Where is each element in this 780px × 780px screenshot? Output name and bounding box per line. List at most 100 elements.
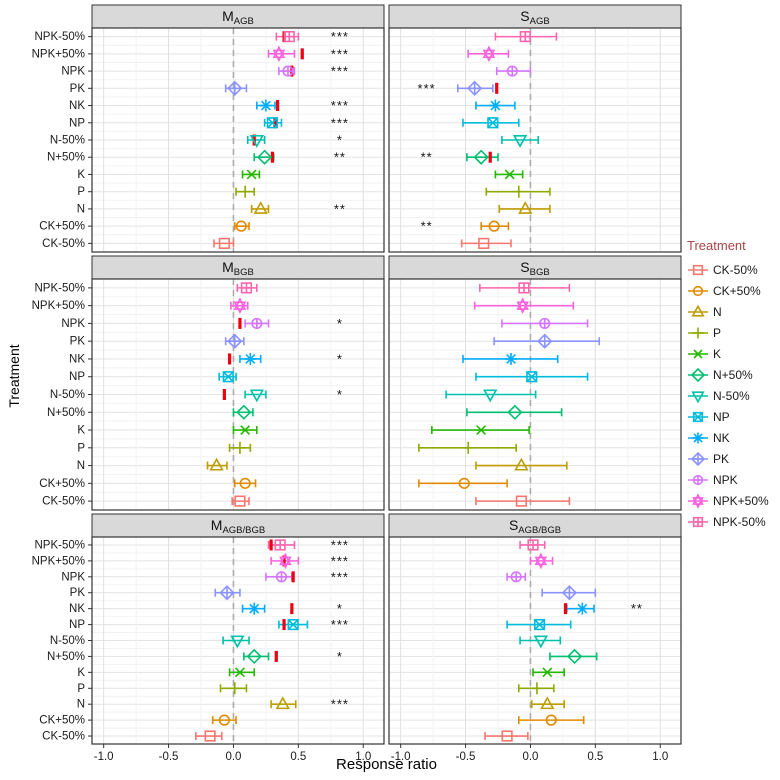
y-tick-label: NPK-50% (35, 539, 86, 551)
y-tick-label: NPK+50% (32, 555, 85, 567)
significance-stars: *** (331, 98, 349, 113)
reference-tick (300, 48, 304, 60)
legend-label: NPK-50% (713, 514, 766, 529)
legend-items: CK-50% CK+50% N P K N+50% N-50% NP NK PK NPK NPK+50… (687, 259, 779, 532)
y-tick-label: PK (70, 336, 86, 348)
data-row-PK (224, 333, 245, 349)
data-row-NPK+50% (473, 297, 575, 314)
x-tick-label: 0.0 (225, 751, 241, 763)
panel-strip-title: SBGB (520, 259, 549, 278)
significance-stars: *** (331, 537, 349, 552)
significance-stars: *** (331, 46, 349, 61)
data-row-N (206, 457, 228, 471)
x-tick-label: 0.0 (522, 751, 538, 763)
legend-key-NPK+50% (688, 492, 708, 509)
data-row-N-50% (501, 135, 540, 148)
y-tick-label: NP (69, 117, 85, 129)
panel-S_BGB: SBGB (388, 255, 682, 511)
legend-label: N+50% (713, 367, 753, 382)
legend-item-CK-50%: CK-50% (687, 259, 779, 280)
y-tick-label: K (77, 667, 85, 679)
y-tick-label: NPK-50% (35, 282, 86, 294)
y-tick-label: P (77, 442, 85, 454)
data-row-NPK-50% (479, 282, 571, 294)
data-row-NPK+50%: *** (270, 552, 348, 570)
significance-stars: ** (421, 150, 433, 165)
data-row-N-50% (222, 635, 250, 649)
legend-label: N-50% (713, 388, 750, 403)
data-row-NPK (495, 65, 532, 77)
x-tick-label: 0.5 (587, 751, 603, 763)
y-tick-label: N (77, 460, 85, 472)
reference-tick (282, 619, 286, 631)
y-tick-label: CK-50% (42, 238, 85, 250)
data-row-NP: *** (278, 617, 348, 632)
y-tick-label: NP (69, 619, 85, 631)
legend-key-NP (688, 411, 708, 422)
significance-stars: *** (331, 569, 349, 584)
legend-key-NK (688, 432, 708, 443)
y-tick-label: NPK (61, 66, 85, 78)
significance-stars: ** (421, 219, 433, 234)
data-row-N+50%: ** (253, 149, 345, 165)
data-row-N+50% (232, 404, 254, 420)
y-tick-label: N (77, 203, 85, 215)
data-row-NK (475, 99, 516, 112)
data-row-P (235, 185, 256, 198)
reference-tick (270, 151, 274, 163)
data-row-N+50%: ** (421, 149, 499, 165)
x-tick-label: 0.5 (290, 751, 306, 763)
legend-key-NPK (688, 474, 708, 485)
data-row-CK-50% (213, 237, 235, 249)
y-tick-label: P (77, 683, 85, 695)
x-tick-label: -0.5 (456, 751, 476, 763)
data-row-N (475, 457, 568, 471)
data-row-P (228, 441, 252, 454)
y-tick-label: CK+50% (39, 221, 85, 233)
data-row-P (418, 441, 517, 454)
data-row-N+50%: * (243, 648, 342, 665)
data-row-CK-50% (195, 730, 223, 742)
data-row-NP (462, 117, 520, 129)
x-tick-label: -0.5 (159, 751, 179, 763)
data-row-NK: ** (563, 601, 642, 616)
legend-title: Treatment (687, 238, 746, 253)
data-row-N: ** (250, 201, 345, 216)
reference-tick (563, 603, 568, 615)
legend-item-NK: NK (687, 427, 779, 448)
significance-stars: *** (331, 29, 349, 44)
data-row-P (219, 682, 248, 695)
legend-label: NP (713, 409, 730, 424)
y-tick-label: N (77, 699, 85, 711)
data-row-K (494, 169, 524, 180)
significance-stars: * (337, 316, 343, 331)
data-row-N-50%: * (222, 387, 342, 403)
y-tick-label: CK+50% (39, 478, 85, 490)
panel-strip-title: MBGB (222, 259, 254, 278)
data-row-N: *** (270, 696, 348, 712)
panel-strip-title: MAGB (222, 8, 254, 27)
panel-M_AGB: MAGB********************NPK-50%NPK+50%NP… (32, 4, 385, 253)
legend-label: CK+50% (713, 283, 761, 298)
data-row-NPK-50%: *** (275, 29, 349, 44)
data-row-NPK-50% (494, 31, 558, 43)
data-row-K (532, 667, 566, 678)
legend-key-PK (688, 451, 708, 466)
data-row-NP (506, 618, 572, 631)
legend-item-P: P (687, 322, 779, 343)
data-row-CK+50% (233, 477, 257, 489)
data-row-CK-50% (484, 730, 529, 742)
panel-strip-title: MAGB/BGB (211, 517, 265, 536)
data-row-NPK+50%: *** (267, 45, 349, 63)
data-row-NPK-50% (236, 282, 258, 294)
data-row-NK: * (227, 351, 342, 366)
data-row-CK+50%: ** (421, 219, 510, 234)
legend-item-N-50%: N-50% (687, 385, 779, 406)
legend-key-NPK-50% (688, 516, 708, 527)
data-row-NPK: *** (265, 569, 349, 584)
y-tick-label: NPK-50% (35, 31, 86, 43)
reference-tick (282, 555, 286, 567)
data-row-NPK (501, 317, 589, 330)
y-tick-label: NPK+50% (32, 48, 85, 60)
